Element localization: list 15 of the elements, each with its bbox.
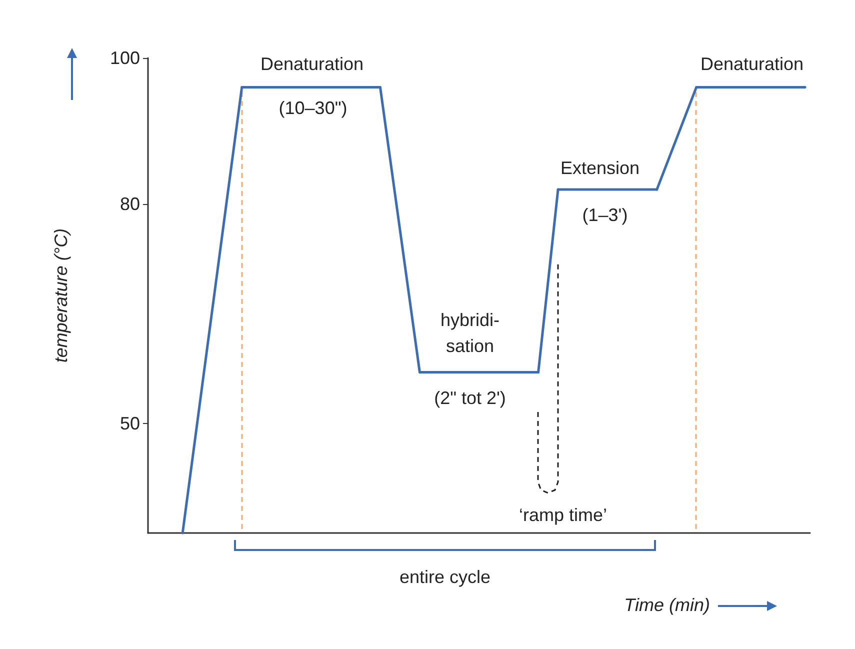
annotation: Denaturation <box>260 54 364 74</box>
annotation: hybridi- sation <box>440 310 500 356</box>
y-axis-title: temperature (°C) <box>51 228 71 363</box>
annotation: (1–3') <box>582 205 628 225</box>
x-axis-title: Time (min) <box>624 595 710 615</box>
text: entire cycle <box>399 567 491 587</box>
annotation: (2" tot 2') <box>434 388 506 408</box>
annotation: (10–30") <box>278 98 348 118</box>
annotation: Extension <box>560 158 640 178</box>
line-series <box>181 86 806 534</box>
annotation: Denaturation <box>700 54 804 74</box>
annotation: ‘ramp time’ <box>518 505 608 525</box>
y-tick-label: 100 <box>110 48 140 68</box>
y-tick-label: 80 <box>120 194 140 214</box>
y-tick-label: 50 <box>120 413 140 434</box>
